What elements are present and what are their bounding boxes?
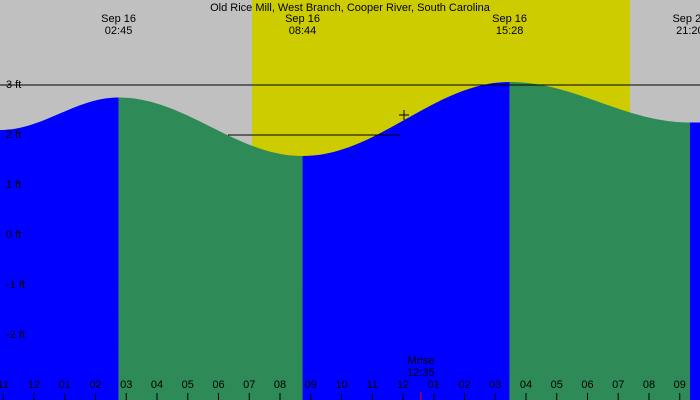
x-tick-label: 04 — [520, 379, 532, 391]
moonrise-time: 12:35 — [407, 367, 435, 379]
tide-segment — [509, 82, 690, 400]
extreme-time: 21:20 — [676, 25, 700, 37]
x-tick-label: 09 — [305, 379, 317, 391]
extreme-time: 15:28 — [496, 25, 524, 37]
x-tick-label: 02 — [89, 379, 101, 391]
x-tick-label: 01 — [59, 379, 71, 391]
x-tick-label: 11 — [367, 379, 378, 391]
x-tick-label: 06 — [212, 379, 224, 391]
x-tick-label: 12 — [28, 379, 40, 391]
extreme-date: Sep 16 — [285, 13, 320, 25]
extreme-date: Sep 16 — [101, 13, 136, 25]
x-tick-label: 10 — [335, 379, 347, 391]
tide-segment — [302, 82, 510, 400]
x-tick-label: 11 — [0, 379, 9, 391]
extreme-time: 02:45 — [105, 25, 133, 37]
extreme-date: Sep 21 — [672, 13, 700, 25]
x-tick-label: 08 — [643, 379, 655, 391]
x-tick-label: 04 — [151, 379, 163, 391]
extreme-date: Sep 16 — [492, 13, 527, 25]
tide-segment — [689, 122, 700, 400]
y-tick-label: 1 ft — [6, 179, 21, 191]
x-tick-label: 01 — [428, 379, 440, 391]
x-tick-label: 09 — [674, 379, 686, 391]
x-tick-label: 08 — [274, 379, 286, 391]
x-tick-label: 02 — [458, 379, 470, 391]
tide-area — [0, 82, 700, 400]
x-tick-label: 06 — [581, 379, 593, 391]
x-tick-label: 07 — [243, 379, 255, 391]
x-tick-label: 03 — [120, 379, 132, 391]
tide-segment — [0, 97, 119, 400]
x-tick-label: 07 — [612, 379, 624, 391]
y-tick-label: 3 ft — [6, 79, 21, 91]
y-tick-label: -2 ft — [6, 329, 25, 341]
marker — [399, 110, 409, 120]
x-tick-label: 05 — [551, 379, 563, 391]
extreme-time: 08:44 — [289, 25, 317, 37]
y-tick-label: -1 ft — [6, 279, 25, 291]
y-tick-label: 0 ft — [6, 229, 21, 241]
tide-segment — [118, 97, 303, 400]
y-tick-label: 2 ft — [6, 129, 21, 141]
moonrise-label: Mrise — [407, 355, 434, 367]
x-tick-label: 05 — [182, 379, 194, 391]
chart-title: Old Rice Mill, West Branch, Cooper River… — [210, 2, 491, 14]
x-tick-label: 12 — [397, 379, 409, 391]
x-tick-label: 03 — [489, 379, 501, 391]
